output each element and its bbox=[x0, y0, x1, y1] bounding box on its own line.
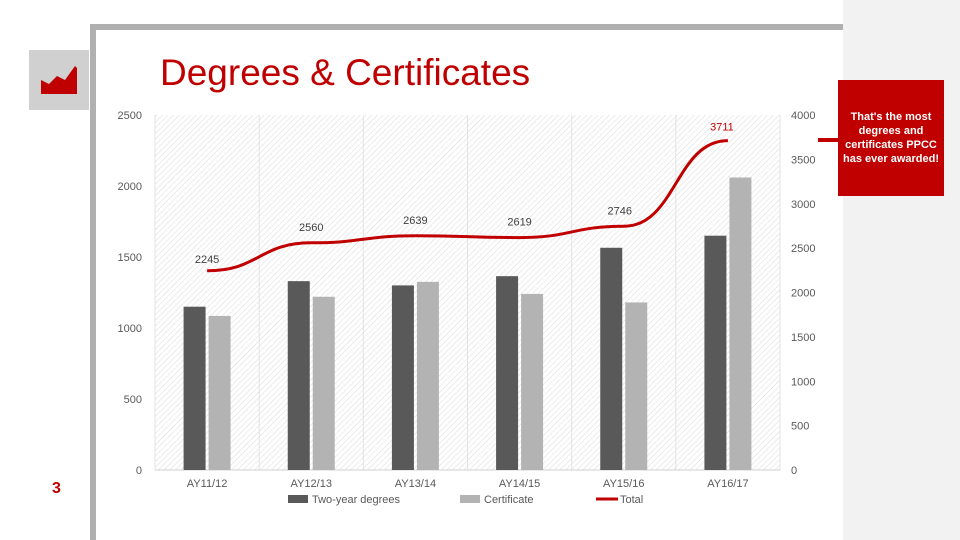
bar-two-year-degrees bbox=[391, 285, 414, 470]
bar-two-year-degrees bbox=[704, 235, 727, 470]
legend: Two-year degrees Certificate Total bbox=[288, 494, 643, 506]
right-tick-label: 0 bbox=[791, 465, 797, 477]
total-line bbox=[207, 139, 728, 273]
right-tick-label: 2000 bbox=[791, 288, 815, 300]
bar-two-year-degrees bbox=[600, 247, 623, 470]
legend-certificate-swatch bbox=[460, 495, 480, 503]
total-data-label: 2619 bbox=[507, 217, 531, 229]
legend-two-year-degrees-swatch bbox=[288, 495, 308, 503]
right-tick-label: 2500 bbox=[791, 243, 815, 255]
page-number: 3 bbox=[52, 480, 61, 497]
total-data-label: 2746 bbox=[608, 205, 632, 217]
total-data-label: 2560 bbox=[299, 222, 323, 234]
right-tick-label: 3500 bbox=[791, 154, 815, 166]
right-tick-label: 4000 bbox=[791, 110, 815, 122]
bar-certificate bbox=[521, 293, 544, 470]
x-tick-label: AY13/14 bbox=[395, 478, 436, 490]
bar-certificate bbox=[312, 296, 335, 470]
right-tick-label: 1500 bbox=[791, 332, 815, 344]
total-data-label: 2639 bbox=[403, 215, 427, 227]
x-tick-label: AY11/12 bbox=[187, 478, 228, 490]
total-data-label: 3711 bbox=[710, 122, 734, 134]
left-tick-label: 1500 bbox=[118, 252, 142, 264]
slide-title: Degrees & Certificates bbox=[160, 52, 531, 93]
x-tick-label: AY14/15 bbox=[499, 478, 540, 490]
left-tick-label: 500 bbox=[124, 394, 142, 406]
bar-certificate bbox=[625, 302, 648, 470]
bars bbox=[183, 177, 752, 471]
right-axis: 0 500 1000 1500 2000 2500 3000 3500 4000 bbox=[791, 110, 815, 477]
callout-box: That's the most degrees and certificates… bbox=[838, 80, 944, 196]
total-line-layer: 2245 2560 2639 2619 2746 3711 bbox=[195, 122, 734, 273]
right-tick-label: 3000 bbox=[791, 199, 815, 211]
x-axis: AY11/12 AY12/13 AY13/14 AY14/15 AY15/16 AY16/… bbox=[187, 478, 749, 490]
left-axis: 0 500 1000 1500 2000 2500 bbox=[118, 110, 142, 477]
x-tick-label: AY15/16 bbox=[603, 478, 644, 490]
left-tick-label: 2500 bbox=[118, 110, 142, 122]
callout-connector bbox=[818, 138, 840, 142]
legend-two-year-degrees-label: Two-year degrees bbox=[312, 494, 401, 506]
bar-two-year-degrees bbox=[496, 276, 519, 470]
left-tick-label: 2000 bbox=[118, 181, 142, 193]
bar-certificate bbox=[416, 281, 439, 470]
bar-two-year-degrees bbox=[287, 281, 310, 470]
bar-two-year-degrees bbox=[183, 306, 206, 470]
right-tick-label: 1000 bbox=[791, 376, 815, 388]
right-tick-label: 500 bbox=[791, 421, 809, 433]
logo bbox=[29, 50, 89, 110]
bar-certificate bbox=[729, 177, 752, 471]
plot-area bbox=[154, 115, 781, 471]
bar-chart-icon bbox=[41, 66, 77, 94]
legend-certificate-label: Certificate bbox=[484, 494, 534, 506]
left-tick-label: 0 bbox=[136, 465, 142, 477]
slide-frame-left bbox=[90, 24, 96, 540]
x-tick-label: AY12/13 bbox=[291, 478, 332, 490]
left-tick-label: 1000 bbox=[118, 323, 142, 335]
bar-certificate bbox=[208, 315, 231, 470]
x-tick-label: AY16/17 bbox=[707, 478, 748, 490]
slide-frame-top bbox=[90, 24, 843, 30]
legend-total-label: Total bbox=[620, 494, 643, 506]
total-data-label: 2245 bbox=[195, 254, 219, 266]
